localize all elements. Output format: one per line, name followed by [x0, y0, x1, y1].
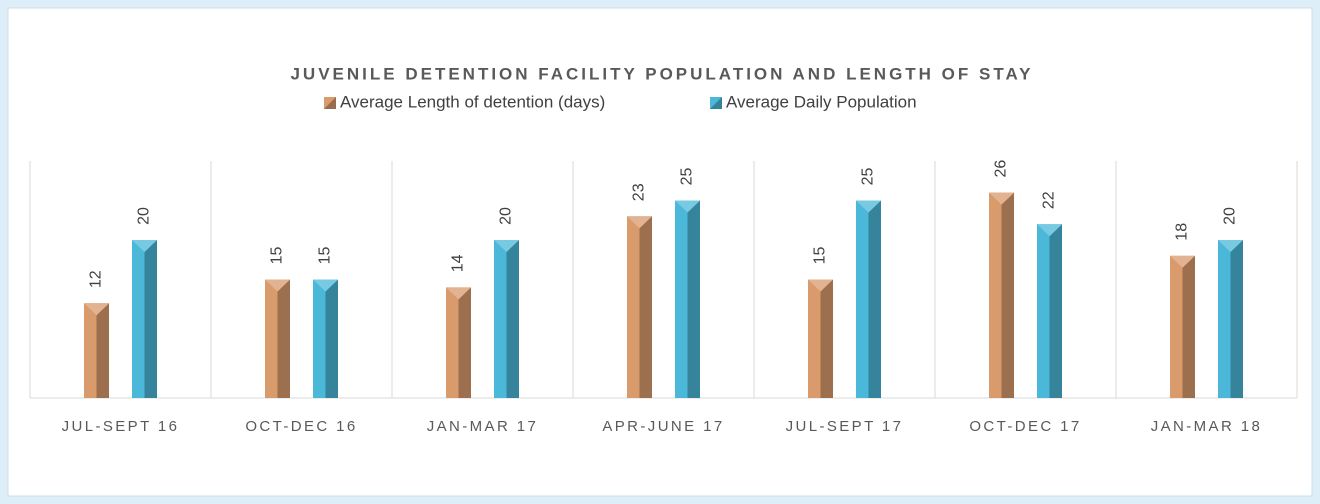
- bar-side: [1049, 224, 1062, 398]
- bar-top: [313, 279, 338, 292]
- x-tick-label: OCT-DEC 17: [969, 418, 1081, 435]
- bar-top: [856, 200, 881, 213]
- legend-label: Average Daily Population: [726, 92, 917, 111]
- value-label: 25: [679, 168, 696, 186]
- value-label: 20: [136, 207, 153, 225]
- value-label: 26: [993, 160, 1010, 178]
- value-label: 22: [1041, 191, 1058, 209]
- x-tick-label: JAN-MAR 17: [427, 418, 539, 435]
- bar-top: [132, 240, 157, 252]
- bar-side: [325, 279, 338, 398]
- legend-swatch-shade: [324, 97, 336, 109]
- bar-top: [1170, 255, 1195, 268]
- bar-side: [96, 303, 109, 398]
- bar-side: [687, 200, 700, 398]
- value-label: 12: [88, 270, 105, 288]
- bar-side: [868, 200, 881, 398]
- value-label: 15: [317, 247, 334, 265]
- x-tick-label: JUL-SEPT 16: [62, 418, 180, 435]
- bar-top: [265, 279, 290, 292]
- value-label: 15: [812, 247, 829, 265]
- value-label: 25: [860, 168, 877, 186]
- value-label: 20: [1222, 207, 1239, 225]
- bar-side: [639, 216, 652, 398]
- bar-side: [277, 279, 290, 398]
- value-label: 20: [498, 207, 515, 225]
- bar-side: [820, 279, 833, 398]
- bar-side: [1001, 192, 1014, 398]
- bar-top: [494, 240, 519, 252]
- value-label: 18: [1174, 223, 1191, 241]
- x-tick-label: OCT-DEC 16: [245, 418, 357, 435]
- bar-side: [144, 240, 157, 398]
- bar-top: [446, 287, 471, 300]
- bar-side: [1182, 255, 1195, 398]
- chart-panel: [7, 7, 1313, 497]
- value-label: 23: [631, 183, 648, 201]
- bar-top: [84, 303, 109, 316]
- bar-top: [989, 192, 1014, 205]
- value-label: 14: [450, 254, 467, 272]
- legend-swatch-shade: [710, 97, 722, 109]
- bar-top: [675, 200, 700, 213]
- bar-side: [458, 287, 471, 398]
- chart-title: JUVENILE DETENTION FACILITY POPULATION A…: [290, 64, 1033, 83]
- bar-top: [627, 216, 652, 229]
- x-tick-label: JAN-MAR 18: [1151, 418, 1263, 435]
- x-tick-label: JUL-SEPT 17: [786, 418, 904, 435]
- bar-top: [808, 279, 833, 292]
- bar-side: [1230, 240, 1243, 398]
- bar-top: [1218, 240, 1243, 252]
- value-label: 15: [269, 247, 286, 265]
- bar-side: [506, 240, 519, 398]
- x-tick-label: APR-JUNE 17: [602, 418, 724, 435]
- bar-top: [1037, 224, 1062, 237]
- legend-label: Average Length of detention (days): [340, 92, 605, 111]
